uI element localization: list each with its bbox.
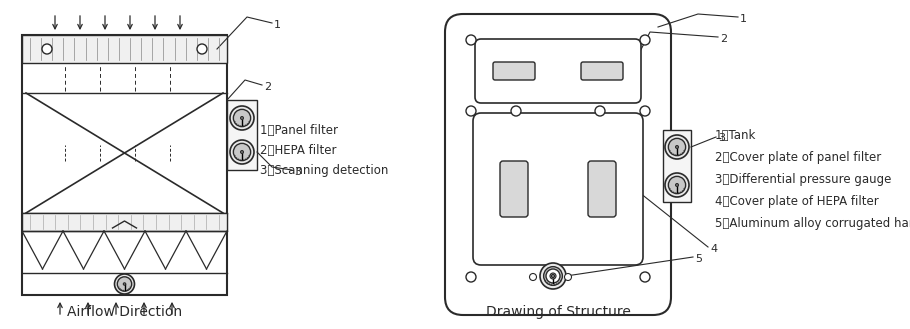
Circle shape xyxy=(543,266,562,285)
Bar xyxy=(453,22,663,307)
Text: 5: 5 xyxy=(695,254,702,264)
Circle shape xyxy=(115,274,135,294)
Text: 2、HEPA filter: 2、HEPA filter xyxy=(260,144,337,157)
Text: 3: 3 xyxy=(718,133,725,143)
Text: Drawing of Structure: Drawing of Structure xyxy=(486,305,631,319)
Bar xyxy=(22,213,227,231)
Circle shape xyxy=(668,176,685,194)
Text: 2: 2 xyxy=(264,82,271,92)
Circle shape xyxy=(640,35,650,45)
Text: 2: 2 xyxy=(720,34,727,44)
Circle shape xyxy=(230,106,254,130)
Text: 4: 4 xyxy=(710,244,717,254)
Text: 2、Cover plate of panel filter: 2、Cover plate of panel filter xyxy=(715,151,881,164)
Circle shape xyxy=(665,135,689,159)
Circle shape xyxy=(233,143,250,161)
FancyBboxPatch shape xyxy=(445,14,671,315)
FancyBboxPatch shape xyxy=(493,62,535,80)
Bar xyxy=(22,35,227,63)
FancyBboxPatch shape xyxy=(473,113,643,265)
Circle shape xyxy=(540,263,566,289)
Circle shape xyxy=(466,272,476,282)
Circle shape xyxy=(564,273,571,281)
Text: 3、Differential pressure gauge: 3、Differential pressure gauge xyxy=(715,173,892,186)
Circle shape xyxy=(551,274,554,278)
Circle shape xyxy=(546,269,560,283)
Circle shape xyxy=(550,273,556,279)
Circle shape xyxy=(640,272,650,282)
FancyBboxPatch shape xyxy=(500,161,528,217)
Circle shape xyxy=(466,35,476,45)
FancyBboxPatch shape xyxy=(475,39,641,103)
FancyBboxPatch shape xyxy=(588,161,616,217)
Text: 4、Cover plate of HEPA filter: 4、Cover plate of HEPA filter xyxy=(715,195,879,208)
Circle shape xyxy=(668,139,685,156)
Text: 1: 1 xyxy=(274,20,281,30)
Text: 3: 3 xyxy=(294,167,301,177)
Text: 5、Aluminum alloy corrugated handwheel: 5、Aluminum alloy corrugated handwheel xyxy=(715,217,910,230)
Circle shape xyxy=(511,106,521,116)
Circle shape xyxy=(233,109,250,127)
Circle shape xyxy=(595,106,605,116)
Circle shape xyxy=(240,151,244,153)
Text: 1: 1 xyxy=(740,14,747,24)
Bar xyxy=(22,35,227,295)
Circle shape xyxy=(230,140,254,164)
Circle shape xyxy=(240,116,244,119)
Circle shape xyxy=(675,184,679,187)
Circle shape xyxy=(665,173,689,197)
Circle shape xyxy=(123,283,126,285)
Circle shape xyxy=(117,277,132,291)
FancyBboxPatch shape xyxy=(581,62,623,80)
Circle shape xyxy=(197,44,207,54)
Circle shape xyxy=(42,44,52,54)
Circle shape xyxy=(640,106,650,116)
Circle shape xyxy=(466,106,476,116)
Circle shape xyxy=(675,145,679,148)
Text: 3、Scanning detection: 3、Scanning detection xyxy=(260,164,389,177)
Bar xyxy=(227,100,257,170)
Text: 1、Panel filter: 1、Panel filter xyxy=(260,124,338,137)
Text: 1、Tank: 1、Tank xyxy=(715,129,756,142)
Text: Airflow Direction: Airflow Direction xyxy=(67,305,182,319)
Bar xyxy=(663,130,691,202)
Circle shape xyxy=(530,273,537,281)
